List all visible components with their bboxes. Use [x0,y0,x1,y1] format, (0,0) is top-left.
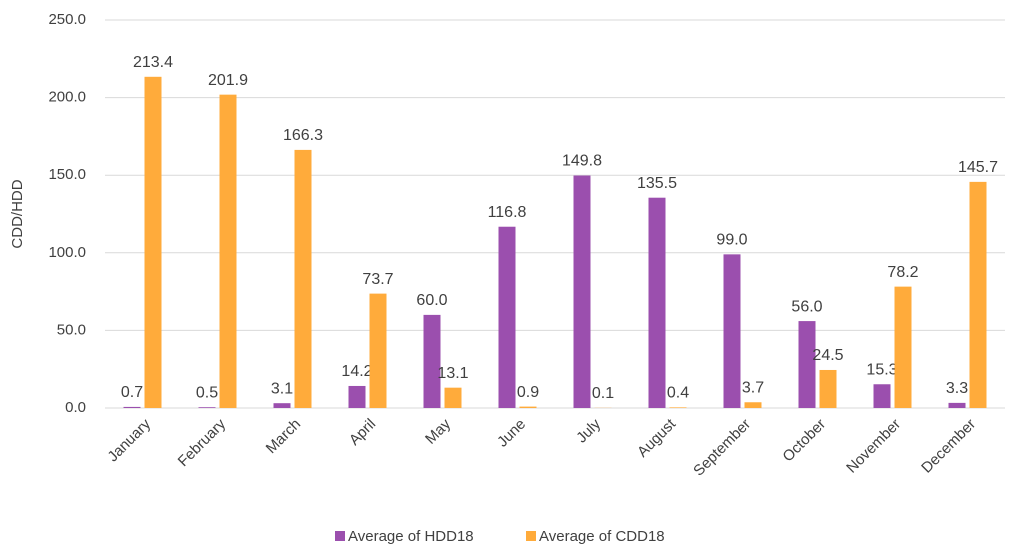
bar [819,369,837,408]
bar [219,94,237,409]
x-tick-label: April [346,416,379,449]
y-tick-label: 0.0 [65,399,86,416]
bar [294,149,312,408]
data-label: 116.8 [488,204,527,221]
data-label: 149.8 [562,153,602,170]
x-tick-label: May [422,415,454,447]
bar [969,181,987,408]
x-tick-label: February [175,415,230,470]
bar [273,403,291,408]
data-label: 78.2 [887,264,918,281]
data-label: 213.4 [133,54,173,71]
legend-label: Average of HDD18 [348,528,474,545]
bar [369,293,387,408]
y-tick-label: 100.0 [48,244,86,261]
bar [498,226,516,408]
data-label: 3.3 [946,380,968,397]
data-label: 0.5 [196,384,218,401]
bar [144,76,162,409]
bar [873,384,891,408]
bar [798,321,816,408]
x-tick-label: March [263,416,304,457]
y-tick-label: 150.0 [48,166,86,183]
x-tick-label: December [918,416,979,477]
data-label: 135.5 [637,175,677,192]
x-tick-label: October [779,416,829,466]
data-label: 13.1 [437,365,468,382]
y-tick-label: 50.0 [57,321,86,338]
bar [669,407,687,408]
data-label: 145.7 [958,159,998,176]
data-label: 73.7 [362,271,393,288]
data-label: 0.9 [517,384,539,401]
bar [444,387,462,408]
legend-swatch [526,531,536,541]
data-label: 14.2 [341,363,372,380]
x-tick-label: July [573,415,604,446]
data-label: 166.3 [283,127,323,144]
x-tick-label: June [494,416,529,451]
data-label: 0.1 [592,385,614,402]
x-tick-label: November [843,416,904,477]
y-axis-title: CDD/HDD [9,179,26,248]
y-tick-label: 250.0 [48,11,86,28]
data-label: 3.7 [742,379,764,396]
bar [123,406,141,408]
bar [894,286,912,408]
bar [573,175,591,408]
bar [648,197,666,408]
legend-swatch [335,531,345,541]
data-label: 15.3 [866,361,897,378]
data-label: 0.4 [667,385,689,402]
bar [519,406,537,408]
bar [948,402,966,408]
bar [423,314,441,408]
data-label: 201.9 [208,72,248,89]
data-label: 99.0 [716,232,747,249]
y-tick-label: 200.0 [48,89,86,106]
data-label: 56.0 [791,298,822,315]
data-label: 0.7 [121,384,143,401]
x-tick-label: August [634,415,680,461]
x-tick-label: January [104,415,154,465]
legend-label: Average of CDD18 [539,528,665,545]
data-label: 3.1 [271,380,293,397]
bar [348,385,366,408]
data-label: 60.0 [416,292,447,309]
bar [198,407,216,408]
x-tick-label: September [690,416,754,480]
bar [723,254,741,408]
data-label: 24.5 [812,347,843,364]
bar [744,402,762,408]
